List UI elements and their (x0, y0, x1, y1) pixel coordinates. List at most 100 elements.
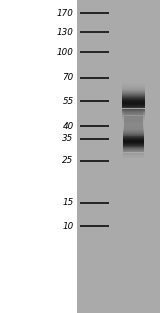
Bar (123, 153, 144, 154)
Bar (123, 139, 144, 140)
Bar (123, 140, 144, 141)
Text: 15: 15 (62, 198, 74, 207)
Bar (124, 121, 143, 122)
Bar (124, 126, 143, 127)
Bar (122, 104, 145, 105)
Bar (122, 85, 145, 86)
Bar (124, 112, 143, 113)
Bar (122, 117, 145, 118)
Bar (124, 117, 143, 118)
Bar (123, 142, 144, 143)
Bar (124, 118, 143, 119)
Bar (123, 126, 144, 127)
Bar (124, 135, 143, 136)
Bar (77, 0, 160, 313)
Bar (122, 88, 145, 89)
Bar (123, 136, 144, 137)
Bar (122, 96, 145, 97)
Bar (122, 115, 145, 116)
Bar (123, 133, 144, 134)
Bar (124, 108, 143, 109)
Bar (123, 155, 144, 156)
Text: 55: 55 (62, 97, 74, 106)
Bar (123, 131, 144, 132)
Bar (122, 120, 145, 121)
Bar (122, 103, 145, 104)
Bar (124, 140, 143, 141)
Bar (124, 129, 143, 130)
Text: 130: 130 (57, 28, 74, 37)
Bar (123, 130, 144, 131)
Text: 170: 170 (57, 9, 74, 18)
Bar (122, 84, 145, 85)
Bar (124, 124, 143, 125)
Bar (124, 136, 143, 137)
Bar (122, 86, 145, 87)
Bar (122, 95, 145, 96)
Bar (122, 99, 145, 100)
Bar (122, 98, 145, 99)
Bar (124, 131, 143, 132)
Bar (122, 91, 145, 92)
Bar (124, 134, 143, 135)
Bar (122, 94, 145, 95)
Text: 35: 35 (62, 134, 74, 143)
Bar (122, 83, 145, 84)
Bar (124, 128, 143, 129)
Bar (122, 110, 145, 111)
Bar (124, 133, 143, 134)
Bar (124, 139, 143, 140)
Bar (124, 113, 143, 114)
Bar (122, 89, 145, 90)
Bar (122, 106, 145, 107)
Bar (124, 123, 143, 124)
Bar (122, 119, 145, 120)
Bar (123, 137, 144, 138)
Bar (123, 156, 144, 157)
Bar (123, 127, 144, 128)
Bar (124, 110, 143, 111)
Bar (122, 116, 145, 117)
Bar (122, 92, 145, 93)
Bar (123, 141, 144, 142)
Text: 100: 100 (57, 48, 74, 57)
Bar (124, 122, 143, 123)
Bar (124, 115, 143, 116)
Bar (122, 87, 145, 88)
Bar (123, 150, 144, 151)
Bar (122, 97, 145, 98)
Bar (122, 102, 145, 103)
Bar (123, 125, 144, 126)
Bar (124, 120, 143, 121)
Bar (0, 0, 77, 313)
Bar (123, 147, 144, 148)
Bar (123, 134, 144, 135)
Bar (122, 121, 145, 122)
Bar (122, 111, 145, 112)
Bar (122, 114, 145, 115)
Bar (123, 145, 144, 146)
Bar (123, 154, 144, 155)
Bar (123, 146, 144, 147)
Bar (122, 109, 145, 110)
Bar (123, 135, 144, 136)
Bar (122, 113, 145, 114)
Bar (124, 137, 143, 138)
Bar (122, 93, 145, 94)
Bar (124, 107, 143, 108)
Bar (123, 144, 144, 145)
Text: 25: 25 (62, 156, 74, 165)
Bar (124, 132, 143, 133)
Bar (122, 118, 145, 119)
Text: 10: 10 (62, 222, 74, 231)
Bar (123, 148, 144, 149)
Bar (124, 130, 143, 131)
Bar (123, 129, 144, 130)
Bar (122, 108, 145, 109)
Bar (123, 157, 144, 158)
Bar (124, 106, 143, 107)
Bar (124, 109, 143, 110)
Bar (124, 111, 143, 112)
Bar (122, 105, 145, 106)
Bar (122, 90, 145, 91)
